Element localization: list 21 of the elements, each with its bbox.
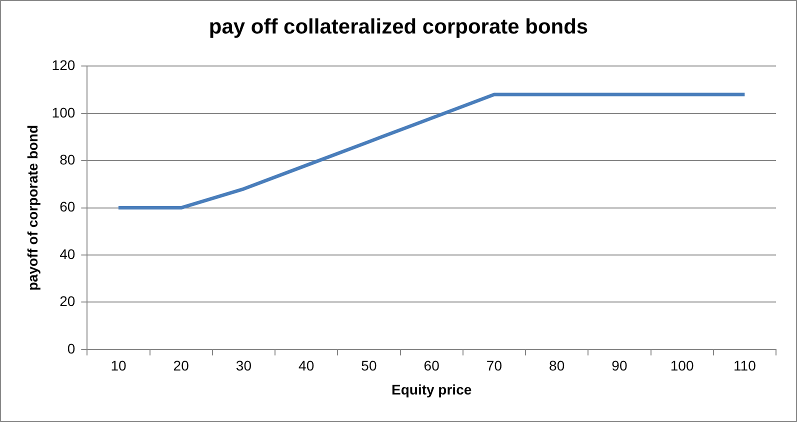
chart-title: pay off collateralized corporate bonds — [208, 15, 588, 38]
y-tick-label: 20 — [60, 293, 76, 310]
x-tick-label: 30 — [236, 358, 252, 374]
y-tick-label: 0 — [67, 340, 76, 356]
x-tick-label: 70 — [486, 358, 502, 374]
x-axis-title: Equity price — [392, 381, 472, 398]
x-tick-label: 90 — [612, 358, 628, 374]
x-tick-label: 10 — [110, 358, 126, 374]
y-tick-label: 100 — [52, 104, 76, 120]
x-tick-label: 60 — [424, 358, 440, 374]
x-tick-label: 50 — [361, 358, 377, 374]
y-tick-label: 80 — [60, 151, 76, 168]
x-tick-label: 110 — [734, 358, 756, 374]
y-tick-label: 120 — [52, 57, 76, 74]
x-tick-label: 40 — [298, 358, 314, 374]
x-tick-label: 20 — [173, 358, 190, 374]
y-tick-label: 60 — [60, 198, 76, 215]
x-tick-label: 80 — [549, 358, 565, 374]
y-tick-label: 40 — [60, 246, 76, 262]
y-axis-title: payoff of corporate bond — [24, 124, 40, 291]
x-tick-label: 100 — [670, 358, 694, 374]
